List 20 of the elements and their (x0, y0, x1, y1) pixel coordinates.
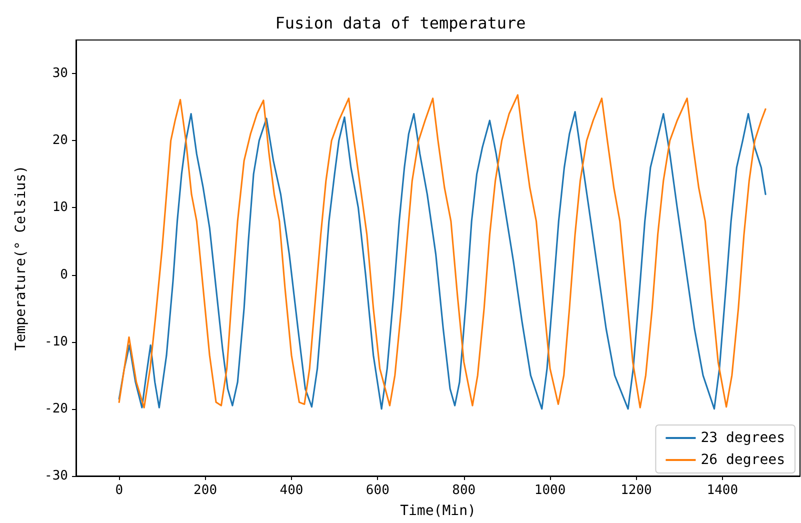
x-tick-label: 0 (115, 483, 124, 498)
x-tick-label: 1000 (534, 483, 566, 498)
y-tick-label: -20 (44, 401, 68, 416)
chart-title: Fusion data of temperature (275, 14, 526, 32)
x-tick-label: 200 (194, 483, 218, 498)
y-tick-label: 20 (52, 133, 68, 148)
y-tick-label: 30 (52, 66, 68, 82)
x-tick-label: 1400 (706, 483, 738, 498)
y-axis-title: Temperature(° Celsius) (13, 165, 29, 351)
x-tick-label: 400 (280, 483, 304, 498)
x-axis-title: Time(Min) (400, 503, 476, 519)
y-tick-label: -30 (44, 468, 68, 484)
x-tick-label: 1200 (620, 483, 652, 498)
y-tick-label: 10 (52, 200, 68, 216)
legend-label: 23 degrees (700, 430, 786, 446)
legend-label: 26 degrees (700, 452, 786, 468)
y-tick-label: 0 (60, 267, 68, 282)
y-tick-label: -10 (44, 334, 68, 350)
x-tick-label: 800 (452, 483, 476, 498)
x-tick-label: 600 (366, 483, 390, 498)
